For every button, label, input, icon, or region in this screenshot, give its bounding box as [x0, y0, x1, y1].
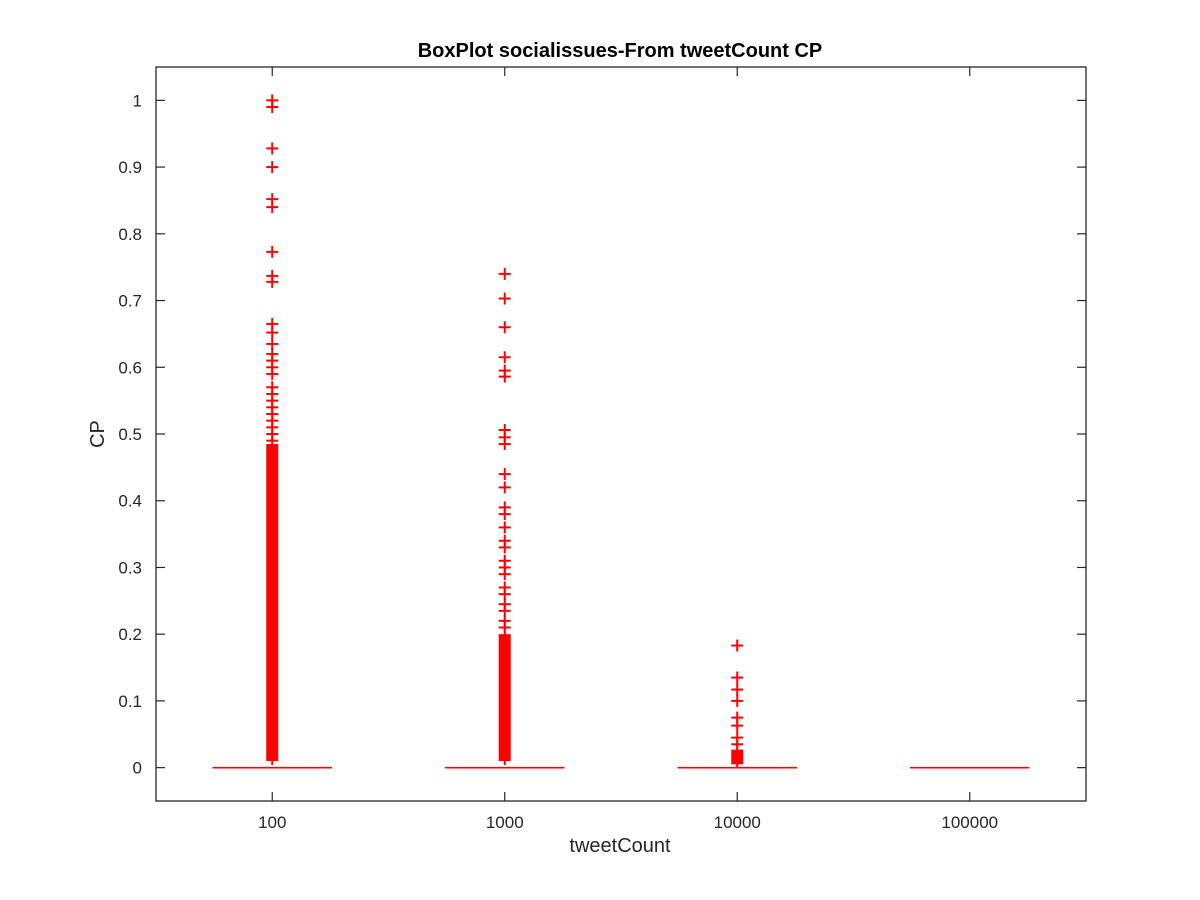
outlier-marker	[498, 370, 511, 383]
x-tick-label: 100000	[941, 813, 998, 832]
outlier-marker	[498, 292, 511, 305]
y-tick-label: 0.6	[118, 358, 142, 377]
y-tick-label: 0.8	[118, 225, 142, 244]
x-tick-label: 10000	[714, 813, 761, 832]
outlier-marker	[266, 367, 279, 380]
x-tick-label: 1000	[486, 813, 524, 832]
outlier-marker	[266, 326, 279, 339]
axes-frame	[155, 66, 1087, 802]
outlier-marker	[731, 694, 744, 707]
outlier-marker	[731, 719, 744, 732]
outlier-marker	[498, 588, 511, 601]
y-axis-label: CP	[87, 420, 109, 448]
y-tick-label: 0.3	[118, 558, 142, 577]
y-tick-label: 0.5	[118, 425, 142, 444]
outlier-marker	[498, 351, 511, 364]
outlier-marker	[498, 481, 511, 494]
box-10000	[677, 639, 797, 769]
y-tick-label: 0.4	[118, 492, 142, 511]
y-tick-label: 0.1	[118, 692, 142, 711]
outlier-marker	[498, 568, 511, 581]
x-tick-label: 100	[258, 813, 286, 832]
outlier-marker	[266, 201, 279, 214]
outlier-marker	[731, 683, 744, 696]
outlier-marker	[731, 639, 744, 652]
outlier-marker	[266, 434, 279, 447]
outlier-marker	[731, 738, 744, 751]
box-1000	[445, 267, 565, 769]
x-axis: 100 1000 10000 100000	[258, 67, 998, 832]
outlier-marker	[266, 101, 279, 114]
outlier-marker	[498, 468, 511, 481]
outlier-marker	[266, 245, 279, 258]
chart-title: BoxPlot socialissues-From tweetCount CP	[418, 40, 823, 62]
outlier-marker	[498, 508, 511, 521]
outlier-marker	[498, 438, 511, 451]
outlier-marker	[266, 337, 279, 350]
outlier-marker	[498, 541, 511, 554]
y-tick-label: 0.9	[118, 158, 142, 177]
outlier-marker	[266, 275, 279, 288]
outlier-marker	[266, 161, 279, 174]
y-tick-label: 0.7	[118, 292, 142, 311]
outlier-marker	[498, 621, 511, 634]
x-axis-label: tweetCount	[569, 835, 671, 857]
plot-area	[212, 94, 1030, 769]
y-axis: 0 0.1 0.2 0.3 0.4 0.5 0.6 0.7 0.8 0.9 1	[118, 91, 1086, 778]
outlier-marker	[731, 671, 744, 684]
outlier-marker	[498, 604, 511, 617]
y-tick-label: 1	[133, 91, 142, 110]
outlier-marker	[498, 521, 511, 534]
outlier-marker	[498, 321, 511, 334]
y-tick-label: 0.2	[118, 625, 142, 644]
outlier-marker	[498, 267, 511, 280]
outlier-marker	[266, 142, 279, 155]
box-100	[212, 94, 332, 769]
y-tick-label: 0	[133, 759, 142, 778]
